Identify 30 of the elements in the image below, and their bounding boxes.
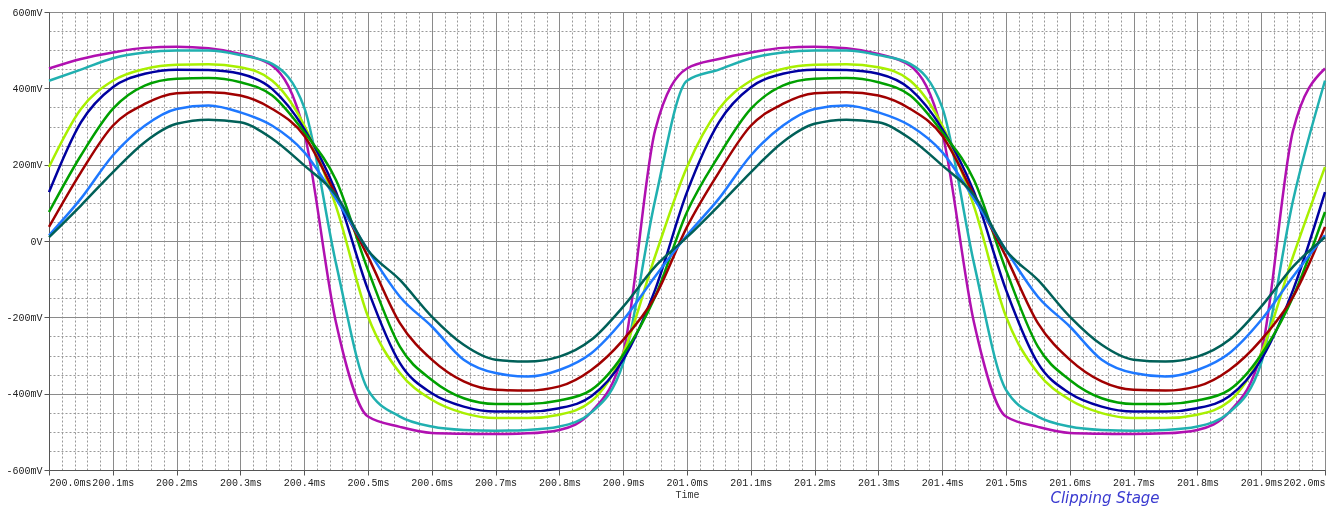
x-tick-label: 201.0ms: [666, 477, 709, 489]
x-tick-label: 200.4ms: [283, 477, 326, 489]
x-tick-label: 201.5ms: [985, 477, 1028, 489]
y-tick-label: 400mV: [12, 83, 43, 95]
y-tick-label: 200mV: [12, 160, 43, 172]
x-tick-label: 201.1ms: [730, 477, 773, 489]
x-tick-label: 201.8ms: [1176, 477, 1219, 489]
x-tick-label: 201.2ms: [794, 477, 837, 489]
y-tick-label: -600mV: [6, 465, 43, 477]
x-axis-title: Time: [675, 489, 700, 501]
text: Clipping Stage: [1050, 489, 1160, 507]
x-tick-label: 200.8ms: [538, 477, 581, 489]
x-tick-label: 201.3ms: [857, 477, 900, 489]
y-tick-label: -200mV: [6, 312, 43, 324]
x-tick-label: 200.7ms: [475, 477, 518, 489]
x-tick-label: 200.2ms: [156, 477, 199, 489]
x-tick-label: 200.0ms: [49, 477, 92, 489]
x-tick-label: 200.5ms: [347, 477, 390, 489]
x-tick-label: 200.9ms: [602, 477, 645, 489]
y-tick-label: -400mV: [6, 389, 43, 401]
x-tick-label: 200.6ms: [411, 477, 454, 489]
x-tick-label: 202.0ms: [1283, 477, 1326, 489]
x-tick-label: 201.6ms: [1049, 477, 1092, 489]
y-tick-label: 0V: [30, 236, 43, 248]
x-tick-label: 200.3ms: [219, 477, 262, 489]
x-tick-label: 201.4ms: [921, 477, 964, 489]
x-tick-label: 201.9ms: [1240, 477, 1283, 489]
x-tick-label: 200.1ms: [92, 477, 135, 489]
x-tick-label: 201.7ms: [1113, 477, 1156, 489]
y-tick-label: 600mV: [12, 7, 43, 19]
